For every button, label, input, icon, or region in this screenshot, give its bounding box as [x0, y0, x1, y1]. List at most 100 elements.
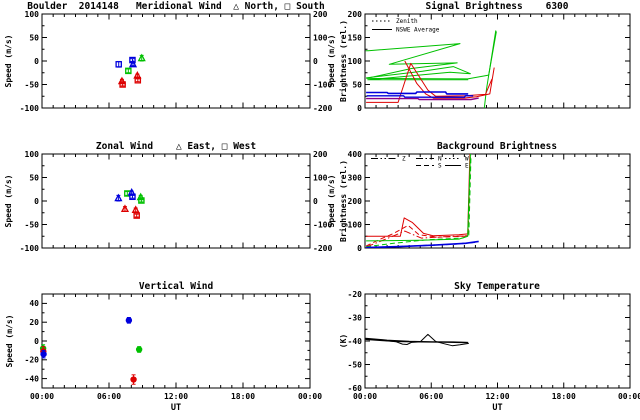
panel-title-background-brightness: Background Brightness [436, 141, 558, 152]
triangle-marker [137, 53, 146, 62]
series-line [366, 154, 471, 237]
meridional-wind-panel: -100 -50 0 50 100 -200 -100 0 100 200 Speed (m/s) S… [4, 10, 336, 113]
square-marker [138, 197, 145, 204]
axis-label: 0 [34, 197, 39, 206]
axis-label: 100 [313, 33, 328, 42]
series-line [404, 60, 495, 99]
axis-label: 12:00 [164, 392, 188, 401]
series-line [366, 241, 478, 248]
axis-label: -100 [20, 104, 39, 113]
axis-label: 100 [348, 220, 363, 229]
data-point [129, 193, 136, 201]
axis-label: -50 [25, 220, 40, 229]
triangle-marker [114, 193, 123, 202]
series-line [366, 66, 471, 81]
axis-label: E [465, 163, 469, 170]
axis-label: Speed (m/s) [327, 175, 336, 228]
plot-frame [364, 153, 631, 249]
data-point [120, 204, 130, 213]
data-point [119, 81, 126, 88]
triangle-marker [120, 204, 130, 213]
triangle-marker [128, 59, 138, 68]
axis-label: Zenith [396, 18, 418, 25]
axis-label: 50 [29, 173, 39, 182]
axis-label: 0 [357, 104, 362, 113]
axis-label: 0 [34, 337, 39, 346]
axis-label: 18:00 [552, 392, 576, 401]
axis-label: 0 [357, 244, 362, 253]
axis-label: -50 [348, 360, 363, 369]
axis-label: 00:00 [618, 392, 640, 401]
axis-label: Speed (m/s) [4, 175, 13, 228]
axis-label: N [438, 156, 442, 163]
series-line [366, 91, 469, 95]
axis-label: -20 [25, 356, 40, 365]
axis-label: 150 [348, 33, 363, 42]
series-line [366, 95, 474, 98]
axis-label: 00:00 [353, 392, 377, 401]
axis-label: -20 [348, 290, 363, 299]
plot-frame [41, 13, 311, 109]
series-line [366, 230, 468, 248]
axis-label: 100 [25, 10, 40, 19]
axis-label: Speed (m/s) [5, 315, 14, 368]
axis-label: Speed (m/s) [4, 35, 13, 88]
axis-label: UT [492, 403, 502, 413]
panel-title-zonal-wind: Zonal Wind △ East, □ West [95, 141, 257, 152]
data-point [135, 346, 143, 353]
axis-label: -100 [20, 244, 39, 253]
circle-marker [125, 317, 133, 324]
square-marker [115, 61, 122, 68]
axis-label: 06:00 [97, 392, 121, 401]
vertical-wind-panel: 00:00 06:00 12:00 18:00 00:00 UT -40 -20 0 20 40 Sp… [5, 293, 322, 413]
axis-label: 20 [29, 318, 39, 327]
axis-label: 40 [29, 299, 39, 308]
axis-label: UT [171, 403, 181, 413]
axis-label: -200 [313, 104, 332, 113]
series-line [366, 155, 472, 248]
axis-label: 18:00 [231, 392, 255, 401]
series-line [366, 154, 471, 242]
axis-label: Z [402, 156, 406, 163]
data-point [125, 67, 132, 75]
axis-label: S [438, 163, 442, 170]
axis-label: -50 [25, 80, 40, 89]
data-point [134, 77, 142, 84]
axis-label: Speed (m/s) [327, 35, 336, 88]
sky-temperature-panel: 00:00 06:00 12:00 18:00 00:00 UT -60 -50 -40 -30 -… [339, 290, 640, 413]
series-line [366, 97, 479, 101]
axis-label: 100 [313, 173, 328, 182]
square-marker [133, 212, 140, 219]
data-point [40, 349, 47, 359]
axis-label: NSWE Average [396, 27, 440, 34]
axis-label: Brightness (rel.) [338, 160, 348, 242]
zonal-wind-panel: -100 -50 0 50 100 -200 -100 0 100 200 Speed (m/s) S… [4, 150, 336, 253]
series-group [365, 30, 497, 108]
data-point [138, 197, 145, 204]
axis-label: 50 [352, 80, 362, 89]
axis-label: -40 [25, 374, 40, 383]
axis-label: -200 [313, 244, 332, 253]
axis-label: -100 [313, 220, 332, 229]
data-point [133, 212, 140, 219]
axis-label: -40 [348, 337, 363, 346]
axis-label: (K) [339, 334, 348, 348]
axis-label: -60 [348, 384, 363, 393]
axis-label: 0 [313, 57, 318, 66]
axis-label: 00:00 [298, 392, 322, 401]
data-point [137, 53, 146, 62]
axis-label: 0 [313, 197, 318, 206]
axis-label: -30 [348, 313, 363, 322]
axis-label: 200 [313, 150, 328, 159]
axis-label: 200 [348, 10, 363, 19]
axis-label: 06:00 [419, 392, 443, 401]
axis-label: 00:00 [30, 392, 54, 401]
square-marker [129, 193, 136, 201]
axis-label: 200 [348, 197, 363, 206]
panel-title-vertical-wind: Vertical Wind [138, 281, 214, 292]
series-line [365, 31, 497, 80]
circle-marker [135, 346, 143, 353]
circle-marker [40, 350, 47, 358]
